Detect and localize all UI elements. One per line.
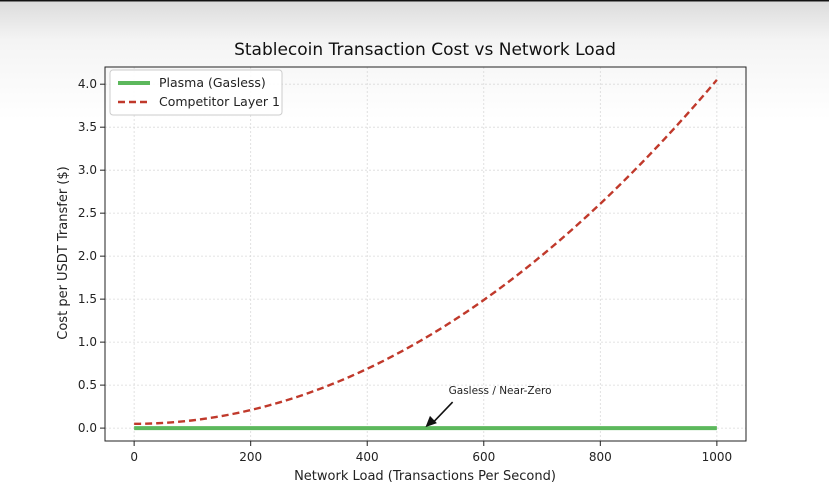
ticks: 0 200 400 600 800 1000 0.0 0.5 1.0 1.5 2.0 2.5 3.0 3.…: [78, 77, 732, 464]
x-tick-label: 200: [239, 450, 262, 464]
y-tick-label: 1.5: [78, 292, 97, 306]
legend-box: [109, 69, 283, 116]
y-tick-label: 3.5: [78, 120, 97, 134]
legend: Plasma (Gasless) Competitor Layer 1: [109, 69, 283, 116]
x-tick-label: 600: [472, 450, 495, 464]
chart-title: Stablecoin Transaction Cost vs Network L…: [234, 40, 616, 60]
annotation-arrowhead: [425, 415, 437, 428]
y-tick-label: 3.0: [78, 163, 97, 177]
y-tick-label: 2.0: [78, 249, 97, 263]
y-tick-label: 1.0: [78, 335, 97, 349]
legend-plasma-label: Plasma (Gasless): [159, 75, 266, 90]
x-tick-label: 800: [589, 450, 612, 464]
series-layer: [134, 79, 718, 431]
y-tick-label: 0.5: [78, 378, 97, 392]
x-axis-title: Network Load (Transactions Per Second): [294, 469, 556, 484]
y-axis-title: Cost per USDT Transfer ($): [56, 166, 71, 339]
plot-frame: [104, 66, 747, 442]
x-tick-label: 400: [356, 450, 379, 464]
annotation-arrow-line: [432, 401, 454, 423]
competitor-layer1-line: [134, 79, 718, 425]
annotation: Gasless / Near-Zero: [425, 385, 552, 428]
y-tick-label: 2.5: [78, 206, 97, 220]
y-tick-label: 4.0: [78, 77, 97, 91]
x-tick-label: 0: [130, 450, 138, 464]
annotation-label: Gasless / Near-Zero: [449, 385, 552, 397]
x-tick-label: 1000: [702, 450, 733, 464]
legend-competitor-label: Competitor Layer 1: [159, 94, 280, 109]
y-tick-label: 0.0: [78, 421, 97, 435]
grid: [105, 67, 746, 441]
